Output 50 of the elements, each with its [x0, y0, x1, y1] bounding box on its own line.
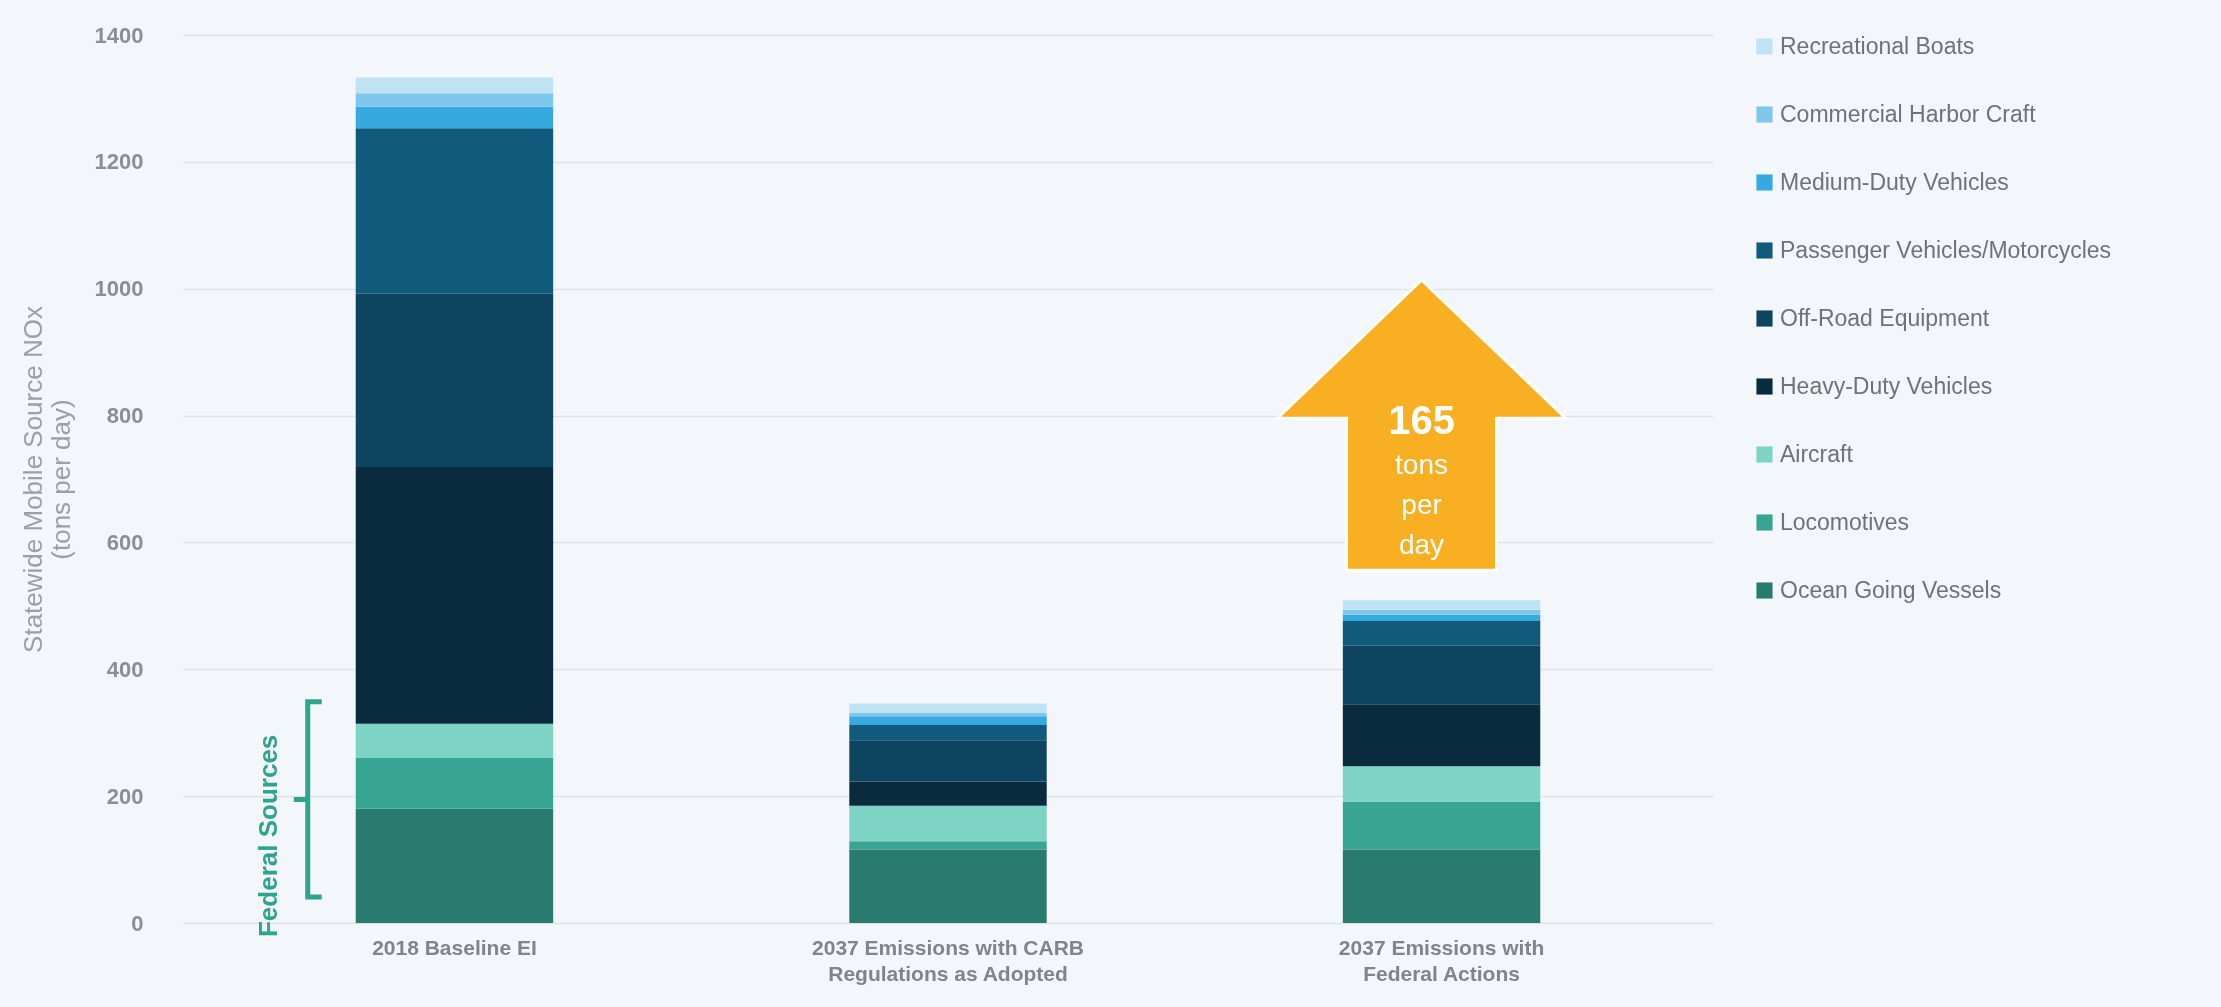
annotation: 165 tons per day — [1388, 398, 1455, 561]
y-tick-label: 400 — [106, 656, 144, 682]
y-tick-label: 0 — [131, 910, 144, 936]
x-tick-label: 2018 Baseline EI — [372, 935, 537, 959]
bar — [849, 740, 1047, 782]
bar — [355, 808, 554, 923]
legend-label: Passenger Vehicles/Motorcycles — [1780, 236, 2112, 263]
bar — [1342, 766, 1541, 802]
legend-label: Locomotives — [1780, 508, 1910, 535]
bar — [1342, 849, 1541, 923]
y-tick-label: 200 — [106, 783, 144, 809]
bar — [849, 849, 1047, 923]
bar — [849, 781, 1047, 806]
bar — [355, 106, 554, 129]
legend-label: Heavy-Duty Vehicles — [1780, 372, 1993, 399]
bar — [1342, 600, 1541, 610]
legend-label: Recreational Boats — [1780, 32, 1975, 59]
bar — [1342, 801, 1541, 850]
y-tick-label: 600 — [106, 529, 144, 555]
bar — [355, 77, 554, 94]
legend-label: Aircraft — [1780, 440, 1854, 467]
bar — [849, 841, 1047, 850]
y-tick-label: 800 — [106, 403, 144, 429]
bar — [355, 723, 554, 758]
bar — [1342, 704, 1541, 767]
bar — [355, 466, 554, 724]
legend-label: Off-Road Equipment — [1780, 304, 1990, 331]
bar — [1342, 609, 1541, 615]
x-tick-label: 2037 Emissions with CARB Regulations as Adopted — [812, 935, 1084, 985]
bar — [849, 713, 1047, 717]
bar — [1342, 645, 1541, 705]
legend-label: Medium-Duty Vehicles — [1780, 168, 2009, 195]
bar — [355, 293, 554, 467]
bar — [355, 128, 554, 294]
y-axis-title: Statewide Mobile Source NOx (tons per day) — [17, 306, 76, 653]
bar — [849, 716, 1047, 726]
x-tick-label: 2037 Emissions with Federal Actions — [1338, 935, 1545, 985]
y-tick-label: 1000 — [94, 276, 144, 302]
bar — [1342, 614, 1541, 622]
bar — [1342, 621, 1541, 646]
bar — [849, 805, 1047, 842]
y-tick-label: 1400 — [94, 22, 144, 48]
annotation: Federal Sources — [252, 734, 283, 937]
legend-label: Ocean Going Vessels — [1780, 576, 2002, 603]
bar — [849, 703, 1047, 714]
legend-label: Commercial Harbor Craft — [1780, 100, 2037, 127]
bar — [849, 725, 1047, 741]
bar — [355, 93, 554, 107]
y-tick-label: 1200 — [94, 149, 144, 175]
bar — [355, 757, 554, 809]
